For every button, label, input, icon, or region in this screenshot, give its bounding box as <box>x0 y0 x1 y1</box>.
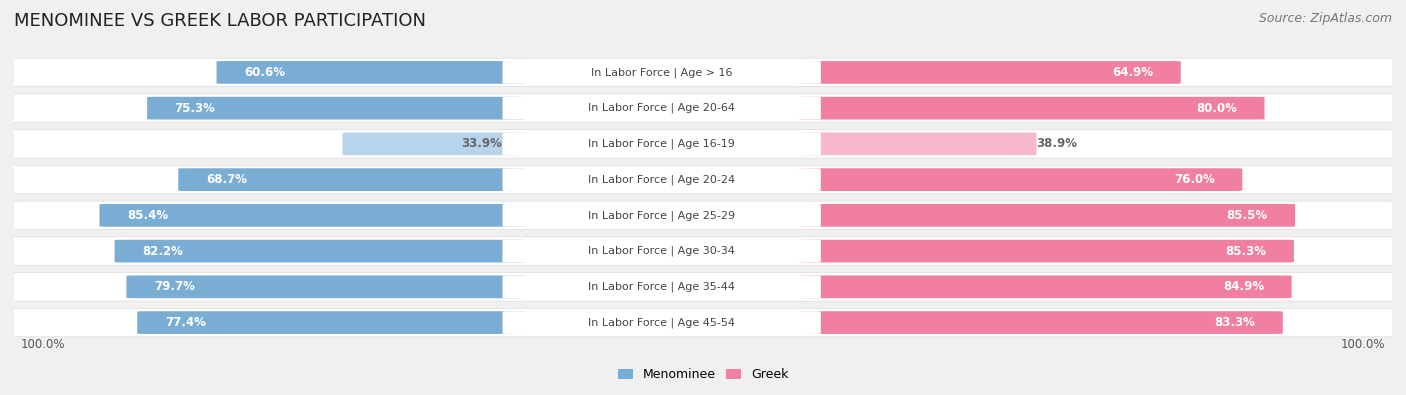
FancyBboxPatch shape <box>148 97 524 120</box>
Text: 38.9%: 38.9% <box>1036 137 1077 150</box>
FancyBboxPatch shape <box>502 168 821 191</box>
FancyBboxPatch shape <box>502 133 821 155</box>
FancyBboxPatch shape <box>799 204 1295 227</box>
Text: 68.7%: 68.7% <box>205 173 247 186</box>
Text: 83.3%: 83.3% <box>1215 316 1256 329</box>
Text: 77.4%: 77.4% <box>165 316 205 329</box>
Text: 80.0%: 80.0% <box>1197 102 1237 115</box>
Text: 64.9%: 64.9% <box>1112 66 1153 79</box>
Text: In Labor Force | Age 35-44: In Labor Force | Age 35-44 <box>588 282 735 292</box>
Text: 100.0%: 100.0% <box>21 338 66 351</box>
FancyBboxPatch shape <box>343 133 524 155</box>
FancyBboxPatch shape <box>10 273 1396 301</box>
FancyBboxPatch shape <box>10 58 1396 87</box>
FancyBboxPatch shape <box>217 61 524 84</box>
FancyBboxPatch shape <box>799 61 1181 84</box>
Text: 33.9%: 33.9% <box>461 137 502 150</box>
Text: In Labor Force | Age 16-19: In Labor Force | Age 16-19 <box>588 139 735 149</box>
FancyBboxPatch shape <box>502 240 821 262</box>
Text: 85.4%: 85.4% <box>127 209 169 222</box>
FancyBboxPatch shape <box>127 275 524 298</box>
Text: 76.0%: 76.0% <box>1174 173 1215 186</box>
FancyBboxPatch shape <box>502 311 821 334</box>
FancyBboxPatch shape <box>179 168 524 191</box>
FancyBboxPatch shape <box>10 94 1396 122</box>
FancyBboxPatch shape <box>799 311 1282 334</box>
FancyBboxPatch shape <box>502 275 821 298</box>
Text: In Labor Force | Age 30-34: In Labor Force | Age 30-34 <box>588 246 735 256</box>
Text: 82.2%: 82.2% <box>142 245 183 258</box>
Text: 79.7%: 79.7% <box>153 280 195 293</box>
FancyBboxPatch shape <box>799 240 1294 262</box>
Text: 85.3%: 85.3% <box>1225 245 1267 258</box>
FancyBboxPatch shape <box>100 204 524 227</box>
FancyBboxPatch shape <box>799 168 1243 191</box>
FancyBboxPatch shape <box>502 204 821 227</box>
FancyBboxPatch shape <box>502 61 821 84</box>
Text: 60.6%: 60.6% <box>245 66 285 79</box>
Text: MENOMINEE VS GREEK LABOR PARTICIPATION: MENOMINEE VS GREEK LABOR PARTICIPATION <box>14 12 426 30</box>
FancyBboxPatch shape <box>799 97 1264 120</box>
Text: Source: ZipAtlas.com: Source: ZipAtlas.com <box>1258 12 1392 25</box>
Text: 100.0%: 100.0% <box>1340 338 1385 351</box>
FancyBboxPatch shape <box>10 308 1396 337</box>
Text: In Labor Force | Age 20-24: In Labor Force | Age 20-24 <box>588 174 735 185</box>
FancyBboxPatch shape <box>799 275 1292 298</box>
Text: In Labor Force | Age 45-54: In Labor Force | Age 45-54 <box>588 317 735 328</box>
Legend: Menominee, Greek: Menominee, Greek <box>613 363 793 386</box>
FancyBboxPatch shape <box>10 130 1396 158</box>
Text: In Labor Force | Age 20-64: In Labor Force | Age 20-64 <box>588 103 735 113</box>
FancyBboxPatch shape <box>115 240 524 262</box>
FancyBboxPatch shape <box>799 133 1036 155</box>
FancyBboxPatch shape <box>502 97 821 120</box>
Text: 84.9%: 84.9% <box>1223 280 1264 293</box>
Text: In Labor Force | Age 25-29: In Labor Force | Age 25-29 <box>588 210 735 221</box>
FancyBboxPatch shape <box>10 201 1396 229</box>
FancyBboxPatch shape <box>10 166 1396 194</box>
Text: 85.5%: 85.5% <box>1226 209 1267 222</box>
Text: 75.3%: 75.3% <box>174 102 215 115</box>
Text: In Labor Force | Age > 16: In Labor Force | Age > 16 <box>591 67 733 78</box>
FancyBboxPatch shape <box>138 311 524 334</box>
FancyBboxPatch shape <box>10 237 1396 265</box>
